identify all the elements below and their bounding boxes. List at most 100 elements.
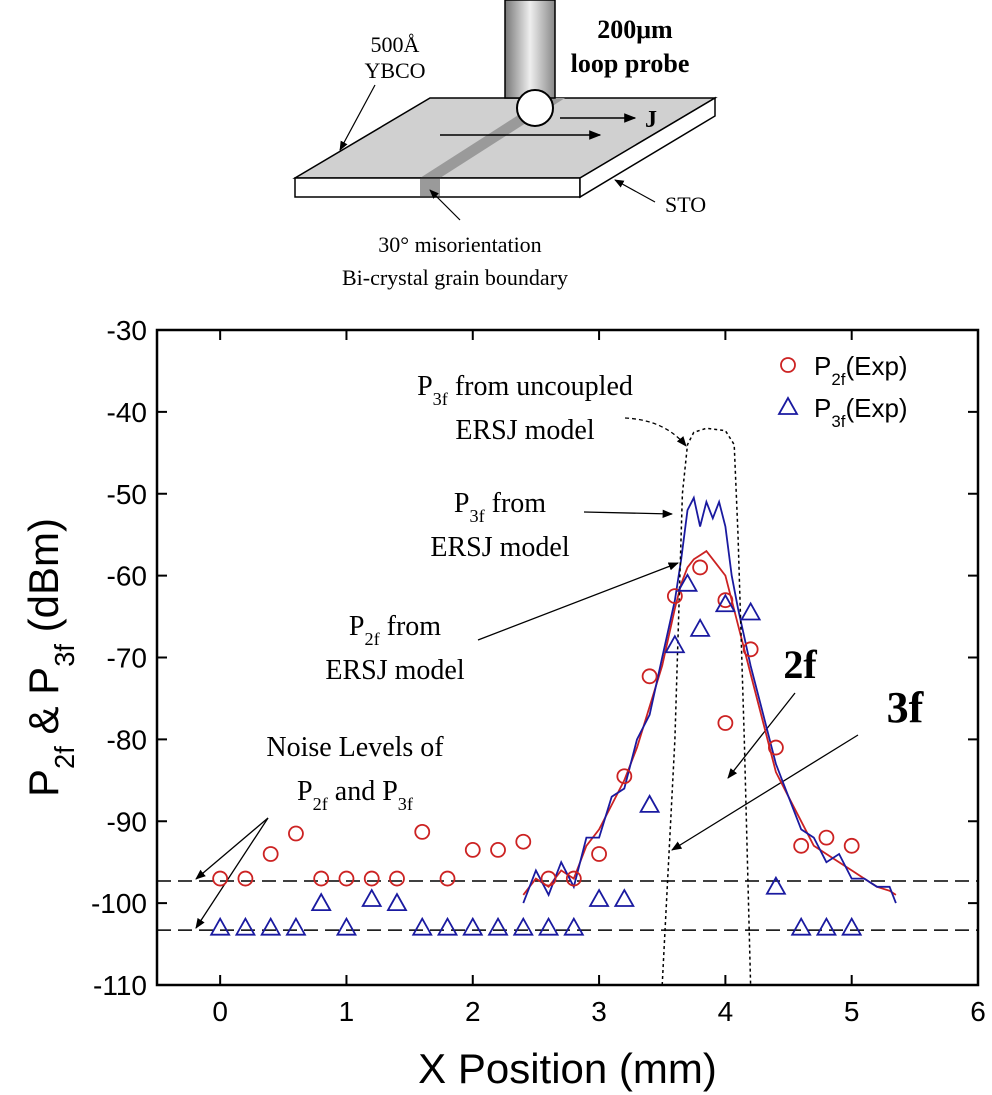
data-point: [540, 870, 557, 887]
label: J: [645, 107, 657, 133]
x-tick-label: 6: [970, 996, 986, 1027]
pointer: [339, 84, 376, 151]
text-run: P: [349, 611, 365, 642]
x-axis-title: X Position (mm): [418, 1045, 717, 1092]
sample-diagram: 500Å YBCO 200μm loop probe J STO 30° mis…: [292, 0, 718, 290]
data-point: [414, 823, 431, 840]
subscript: 3f: [433, 389, 449, 409]
annotation: P3f from: [454, 488, 546, 526]
text-run: (dBm): [20, 518, 67, 644]
text-run: ERSJ model: [455, 415, 594, 446]
data-point: [512, 916, 534, 936]
probe-loop: [516, 89, 554, 127]
text-run: P: [297, 776, 313, 807]
model-curve: [661, 427, 752, 986]
data-point: [815, 916, 837, 936]
data-point: [714, 593, 736, 613]
data-point: [212, 870, 229, 887]
subscript: 2f: [831, 370, 845, 389]
data-point: [790, 916, 812, 936]
text-run: and P: [328, 776, 398, 807]
pointer: [583, 509, 674, 518]
text-run: ERSJ model: [430, 532, 569, 563]
data-point: [717, 715, 734, 731]
data-point: [411, 916, 433, 936]
annotation: 2f: [783, 642, 817, 687]
text-run: from: [485, 488, 547, 519]
data-point: [439, 870, 456, 887]
text-run: from uncoupled: [448, 371, 633, 402]
data-point: [641, 668, 658, 685]
data-point: [591, 846, 607, 862]
y-tick-label: -40: [107, 397, 147, 428]
y-tick-label: -50: [107, 479, 147, 510]
data-point: [310, 892, 332, 912]
text-run: from: [380, 611, 442, 642]
y-tick-label: -110: [93, 970, 147, 1001]
x-tick-label: 4: [718, 996, 734, 1027]
probe: [504, 0, 556, 99]
data-point: [262, 846, 279, 862]
data-point: [361, 888, 383, 907]
data-point: [515, 833, 532, 850]
grain-boundary-front: [420, 179, 440, 196]
text-run: P: [814, 351, 831, 381]
legend-label: P3f(Exp): [814, 393, 908, 431]
text-run: P: [417, 371, 433, 402]
x-tick-label: 1: [339, 996, 355, 1027]
data-point: [260, 916, 282, 936]
annotation: ERSJ model: [430, 532, 569, 563]
annotation: Noise Levels of: [266, 732, 444, 763]
data-point: [209, 916, 231, 936]
annotation-arrows: [195, 417, 859, 929]
data-point: [843, 837, 860, 854]
data-point: [389, 870, 405, 887]
data-point: [664, 634, 686, 654]
pointer: [624, 417, 687, 447]
data-point: [436, 916, 459, 936]
text-run: P: [454, 488, 470, 519]
x-tick-label: 5: [844, 996, 860, 1027]
data-point: [613, 888, 635, 907]
legend-marker: [777, 396, 799, 415]
y-tick-label: -90: [107, 806, 147, 837]
text-run: ERSJ model: [325, 655, 464, 686]
pointer: [195, 817, 269, 929]
label: STO: [665, 192, 706, 217]
pointer: [477, 562, 679, 641]
x-tick-label: 3: [591, 996, 607, 1027]
text-run: 3f: [887, 683, 925, 732]
data-point: [288, 825, 304, 842]
text-run: (Exp): [845, 351, 907, 381]
text-run: Noise Levels of: [266, 732, 444, 763]
data-point: [793, 837, 810, 854]
text-run: P: [814, 393, 831, 423]
data-point: [692, 559, 709, 576]
subscript: 3f: [469, 506, 485, 526]
data-point: [313, 870, 330, 887]
y-tick-label: -70: [107, 643, 147, 674]
label: YBCO: [364, 58, 425, 83]
text-run: & P: [20, 667, 67, 746]
pointer: [195, 817, 269, 880]
subscript: 2f: [49, 746, 80, 769]
data-point: [563, 916, 585, 936]
data-point: [285, 916, 307, 936]
legend-marker: [780, 357, 796, 373]
data-point: [335, 916, 358, 936]
y-tick-label: -80: [107, 724, 147, 755]
data-point: [818, 829, 835, 846]
annotation: P2f from: [349, 611, 441, 649]
annotation: P2f and P3f: [297, 776, 414, 814]
data-point: [841, 916, 863, 936]
data-point: [689, 618, 711, 637]
label: Bi-crystal grain boundary: [342, 265, 568, 290]
annotation: ERSJ model: [325, 655, 464, 686]
annotation: ERSJ model: [455, 415, 594, 446]
subscript: 3f: [398, 794, 414, 814]
text-run: (Exp): [845, 393, 907, 423]
pointer: [727, 692, 796, 779]
y-tick-label: -60: [107, 561, 147, 592]
model-curve: [522, 495, 897, 904]
